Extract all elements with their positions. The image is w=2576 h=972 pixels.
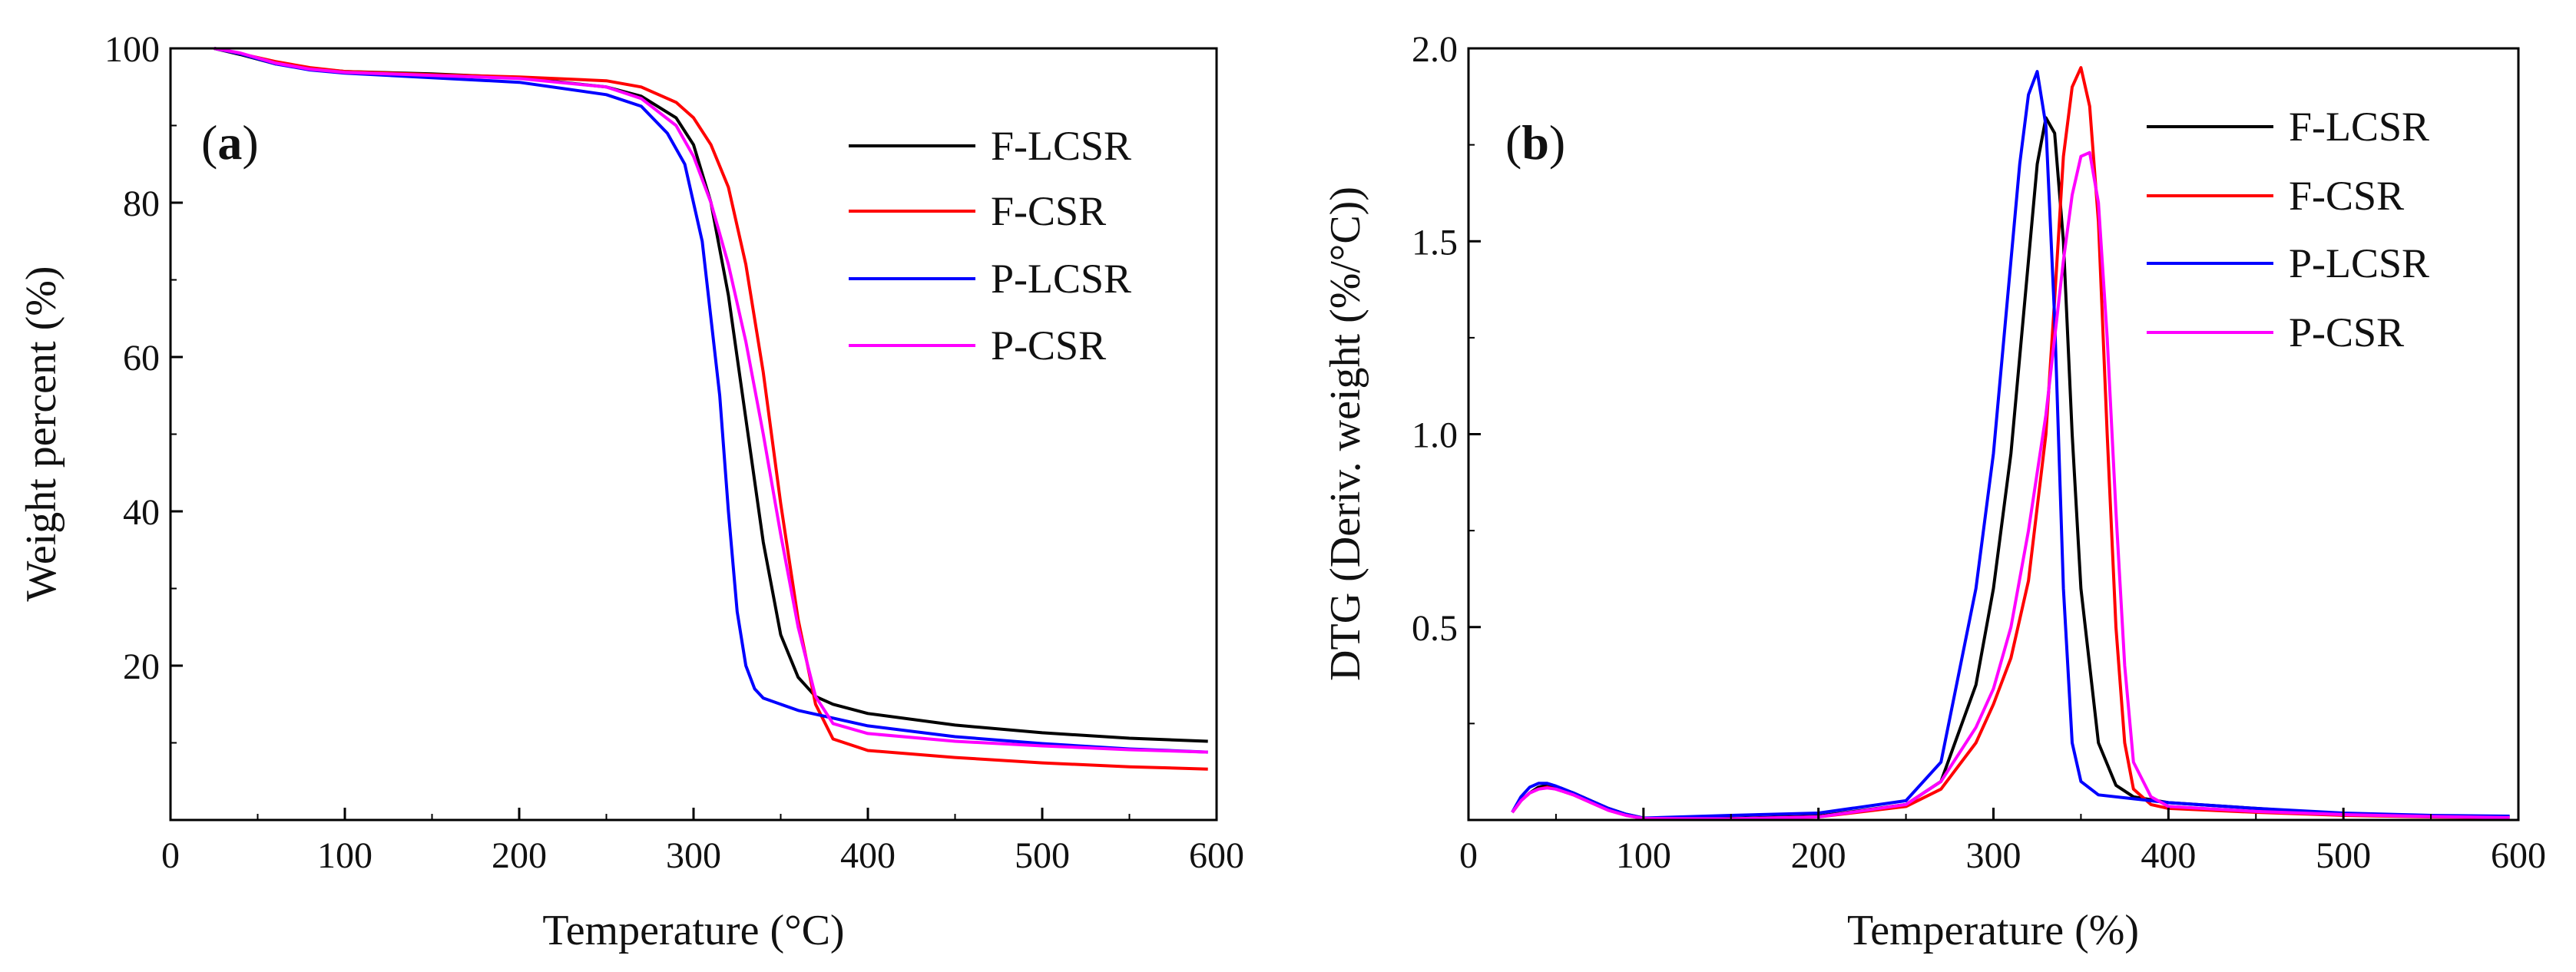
panel-b-x-tick-label: 0 — [1459, 835, 1478, 876]
panel-a-legend: F-LCSR F-CSR P-LCSR P-CSR — [849, 123, 1131, 369]
panel-b-y-axis-title: DTG (Deriv. weight (%/°C)) — [1322, 187, 1369, 681]
panel-a-y-tick-label: 20 — [123, 646, 160, 687]
panel-a-legend-label-p-lcsr: P-LCSR — [991, 256, 1131, 302]
panel-a-legend-label-f-csr: F-CSR — [991, 188, 1106, 234]
panel-a-series-line-p-csr — [214, 47, 1208, 754]
panel-b-x-tick-label: 500 — [2316, 835, 2371, 876]
panel-a-x-tick-label: 600 — [1189, 835, 1244, 876]
panel-a-y-axis-title: Weight percent (%) — [18, 266, 65, 601]
panel-a-y-tick-label: 40 — [123, 492, 160, 533]
panel-b-series-line-f-lcsr — [1511, 116, 2510, 820]
panel-b-dtg: 0 100 200 300 400 500 600 0.5 1.0 1.5 2.0 (b) Temp… — [1322, 29, 2546, 954]
panel-a-x-tick-label: 300 — [666, 835, 721, 876]
panel-b-legend-label-f-csr: F-CSR — [2289, 173, 2404, 219]
panel-a-x-tick-label: 400 — [840, 835, 896, 876]
panel-b-series-group — [1511, 66, 2510, 821]
panel-b-series-line-p-csr — [1511, 150, 2510, 821]
panel-b-legend-label-f-lcsr: F-LCSR — [2289, 104, 2429, 150]
panel-a-y-tick-label: 60 — [123, 338, 160, 379]
panel-a-x-tick-label: 200 — [492, 835, 547, 876]
panel-b-label: (b) — [1505, 115, 1565, 170]
panel-a-legend-label-p-csr: P-CSR — [991, 322, 1106, 369]
panel-b-legend-label-p-csr: P-CSR — [2289, 309, 2404, 355]
panel-a-label: (a) — [201, 115, 259, 170]
panel-a-legend-label-f-lcsr: F-LCSR — [991, 123, 1131, 169]
panel-a-y-tick-label: 100 — [104, 29, 160, 70]
panel-a-series-group — [214, 47, 1208, 771]
panel-b-series-line-p-lcsr — [1511, 70, 2510, 820]
panel-b-x-axis-title: Temperature (%) — [1847, 907, 2139, 954]
panel-a-x-tick-label: 0 — [161, 835, 180, 876]
panel-a-axes-group: 0 100 200 300 400 500 600 20 40 60 80 100 — [104, 29, 1244, 876]
panel-a-x-axis-title: Temperature (°C) — [542, 907, 844, 954]
panel-b-y-tick-label: 2.0 — [1412, 29, 1458, 70]
panel-b-x-tick-label: 200 — [1791, 835, 1846, 876]
panel-b-x-tick-label: 100 — [1616, 835, 1671, 876]
panel-a-x-tick-label: 100 — [317, 835, 372, 876]
panel-a-y-tick-label: 80 — [123, 183, 160, 224]
panel-b-x-tick-label: 300 — [1966, 835, 2021, 876]
panel-b-x-tick-label: 400 — [2141, 835, 2196, 876]
panel-b-legend: F-LCSR F-CSR P-LCSR P-CSR — [2147, 104, 2429, 355]
panel-b-axes-group: 0 100 200 300 400 500 600 0.5 1.0 1.5 2.0 — [1412, 29, 2546, 876]
panel-a-tga: 0 100 200 300 400 500 600 20 40 60 80 100 (a) Tempe… — [18, 29, 1244, 954]
panel-b-x-tick-label: 600 — [2491, 835, 2546, 876]
panel-b-y-tick-label: 1.0 — [1412, 415, 1458, 456]
panel-b-legend-label-p-lcsr: P-LCSR — [2289, 240, 2429, 286]
panel-b-y-tick-label: 0.5 — [1412, 608, 1458, 649]
panel-a-x-tick-label: 500 — [1015, 835, 1070, 876]
panel-b-y-tick-label: 1.5 — [1412, 222, 1458, 263]
